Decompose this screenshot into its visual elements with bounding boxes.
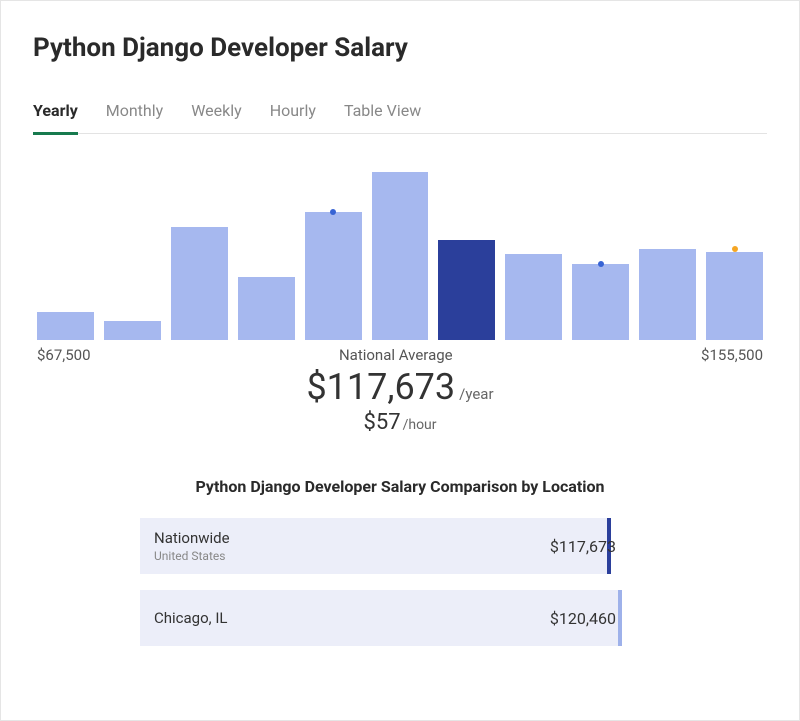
salary-yearly-amount: $117,673 bbox=[306, 366, 455, 408]
salary-yearly: $117,673/year bbox=[33, 366, 767, 408]
histogram-bar-fill bbox=[706, 252, 763, 340]
axis-center-label: National Average bbox=[91, 346, 701, 364]
salary-hourly-amount: $57 bbox=[363, 410, 400, 435]
histogram-marker-dot bbox=[732, 246, 738, 252]
histogram-bar-fill bbox=[639, 249, 696, 340]
comparison-location: Nationwide United States bbox=[154, 529, 230, 563]
comparison-location-sub: United States bbox=[154, 549, 230, 563]
histogram-bar bbox=[505, 254, 562, 340]
tab-table-view[interactable]: Table View bbox=[344, 101, 421, 135]
histogram-axis: $67,500 National Average $155,500 bbox=[33, 346, 767, 364]
tab-weekly[interactable]: Weekly bbox=[191, 101, 242, 135]
histogram-bar-fill bbox=[171, 227, 228, 340]
histogram-bar bbox=[572, 264, 629, 340]
histogram-bar bbox=[438, 240, 495, 340]
comparison-list: Nationwide United States $117,673 Chicago, … bbox=[140, 518, 660, 646]
salary-hourly-unit: /hour bbox=[403, 417, 437, 433]
comparison-location-main: Chicago, IL bbox=[154, 609, 228, 627]
comparison-row-content: Chicago, IL $120,460 bbox=[140, 590, 660, 646]
histogram-bar bbox=[372, 172, 429, 340]
comparison-amount: $120,460 bbox=[550, 609, 646, 628]
histogram-bar bbox=[171, 227, 228, 340]
axis-min-label: $67,500 bbox=[37, 346, 91, 364]
histogram-bar bbox=[37, 312, 94, 340]
tab-monthly[interactable]: Monthly bbox=[106, 101, 163, 135]
axis-max-label: $155,500 bbox=[701, 346, 763, 364]
histogram-marker-dot bbox=[330, 209, 336, 215]
histogram-bar-fill bbox=[305, 212, 362, 340]
histogram-bar bbox=[706, 252, 763, 340]
salary-hourly: $57/hour bbox=[33, 410, 767, 435]
histogram-bar-fill bbox=[438, 240, 495, 340]
period-tabs: Yearly Monthly Weekly Hourly Table View bbox=[33, 101, 767, 134]
tab-hourly[interactable]: Hourly bbox=[270, 101, 316, 135]
histogram-bar bbox=[104, 321, 161, 340]
histogram-bar-fill bbox=[104, 321, 161, 340]
salary-histogram: $67,500 National Average $155,500 $117,6… bbox=[33, 170, 767, 435]
comparison-row-content: Nationwide United States $117,673 bbox=[140, 518, 660, 574]
histogram-bars bbox=[33, 170, 767, 340]
histogram-bar-fill bbox=[505, 254, 562, 340]
histogram-bar-fill bbox=[572, 264, 629, 340]
histogram-bar bbox=[305, 212, 362, 340]
histogram-bar-fill bbox=[372, 172, 429, 340]
histogram-marker-dot bbox=[598, 261, 604, 267]
comparison-title: Python Django Developer Salary Compariso… bbox=[33, 477, 767, 496]
comparison-location: Chicago, IL bbox=[154, 609, 228, 627]
tab-yearly[interactable]: Yearly bbox=[33, 101, 78, 135]
histogram-bar-fill bbox=[238, 277, 295, 340]
histogram-bar-fill bbox=[37, 312, 94, 340]
comparison-location-main: Nationwide bbox=[154, 529, 230, 547]
comparison-row: Chicago, IL $120,460 bbox=[140, 590, 660, 646]
histogram-bar bbox=[639, 249, 696, 340]
page-title: Python Django Developer Salary bbox=[33, 33, 767, 63]
comparison-row: Nationwide United States $117,673 bbox=[140, 518, 660, 574]
comparison-amount: $117,673 bbox=[550, 537, 646, 556]
salary-yearly-unit: /year bbox=[459, 385, 493, 403]
histogram-bar bbox=[238, 277, 295, 340]
